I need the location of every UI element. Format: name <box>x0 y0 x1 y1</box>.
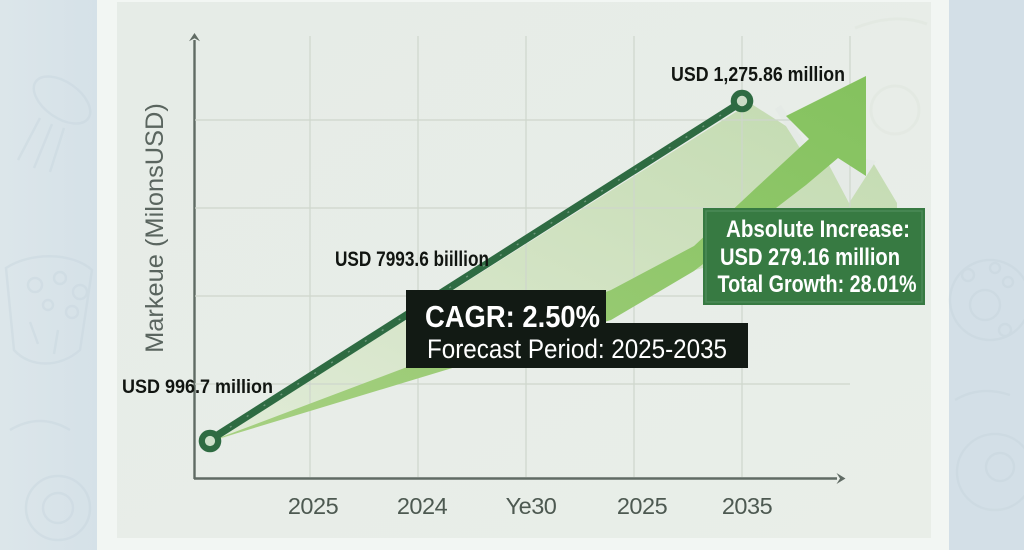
svg-text:USD 1,275.86 million: USD 1,275.86 million <box>671 63 845 86</box>
svg-text:USD 996.7 million: USD 996.7 million <box>122 376 273 398</box>
svg-text:2035: 2035 <box>722 493 773 519</box>
svg-text:2025: 2025 <box>288 493 339 519</box>
svg-text:Absolute Increase:: Absolute Increase: <box>726 216 910 243</box>
svg-text:Forecast Period: 2025-2035: Forecast Period: 2025-2035 <box>427 334 727 364</box>
svg-text:USD 279.16 million: USD 279.16 million <box>720 244 900 271</box>
svg-text:USD 7993.6 biillion: USD 7993.6 biillion <box>335 248 489 271</box>
svg-text:CAGR: 2.50%: CAGR: 2.50% <box>425 299 600 334</box>
svg-text:Markeue (MilonsUSD): Markeue (MilonsUSD) <box>141 103 169 353</box>
svg-text:2025: 2025 <box>617 493 668 519</box>
svg-text:Total Growth: 28.01%: Total Growth: 28.01% <box>718 271 917 298</box>
svg-text:Ye30: Ye30 <box>506 493 557 519</box>
svg-text:2024: 2024 <box>397 493 448 519</box>
